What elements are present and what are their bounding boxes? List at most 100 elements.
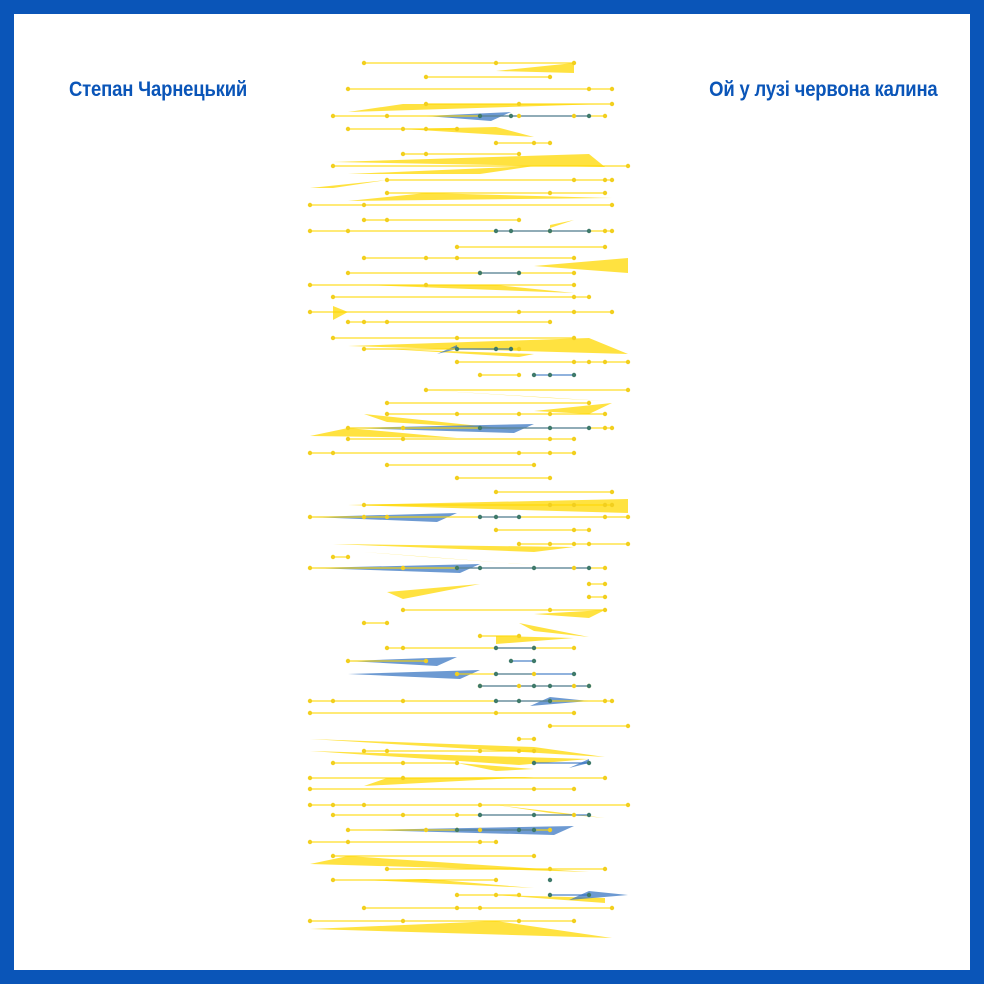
note-node (571, 294, 577, 300)
note-node (454, 892, 460, 898)
note-node (384, 620, 390, 626)
note-node (547, 372, 553, 378)
note-node (531, 565, 537, 571)
note-node (423, 74, 429, 80)
note-node (361, 60, 367, 66)
note-node (586, 581, 592, 587)
note-node (547, 190, 553, 196)
note-node (586, 228, 592, 234)
note-node (547, 698, 553, 704)
note-node (609, 309, 615, 315)
note-node (330, 113, 336, 119)
note-node (423, 151, 429, 157)
note-node (307, 514, 313, 520)
note-node (361, 514, 367, 520)
note-triangle (310, 921, 612, 938)
note-node (384, 866, 390, 872)
note-node (423, 658, 429, 664)
note-node (547, 683, 553, 689)
note-node (609, 905, 615, 911)
note-node (493, 514, 499, 520)
note-triangle (519, 623, 589, 637)
note-node (571, 450, 577, 456)
note-node (571, 565, 577, 571)
note-node (571, 645, 577, 651)
note-node (345, 126, 351, 132)
note-node (602, 425, 608, 431)
note-node (516, 346, 522, 352)
note-triangle (569, 891, 628, 900)
note-triangle (534, 258, 628, 273)
note-node (493, 710, 499, 716)
note-node (361, 255, 367, 261)
note-node (361, 905, 367, 911)
note-node (330, 812, 336, 818)
note-node (516, 918, 522, 924)
note-node (531, 853, 537, 859)
note-triangle (348, 166, 534, 174)
note-node (602, 565, 608, 571)
note-node (547, 541, 553, 547)
note-node (477, 270, 483, 276)
note-node (625, 802, 631, 808)
note-node (345, 436, 351, 442)
note-node (586, 527, 592, 533)
note-node (609, 177, 615, 183)
note-node (547, 319, 553, 325)
author-name: Степан Чарнецький (69, 78, 248, 101)
node-layer (307, 60, 631, 924)
note-triangle (496, 63, 574, 73)
note-node (625, 541, 631, 547)
note-node (345, 839, 351, 845)
note-node (477, 802, 483, 808)
note-node (602, 594, 608, 600)
note-node (454, 905, 460, 911)
note-node (345, 319, 351, 325)
note-triangle (348, 670, 480, 679)
note-node (547, 892, 553, 898)
note-node (400, 126, 406, 132)
note-node (477, 839, 483, 845)
note-node (508, 228, 514, 234)
note-node (586, 892, 592, 898)
note-triangle (550, 220, 574, 228)
note-triangle (496, 636, 574, 644)
note-node (602, 177, 608, 183)
note-node (571, 436, 577, 442)
edge-layer (310, 62, 628, 922)
note-node (547, 411, 553, 417)
note-node (454, 475, 460, 481)
note-node (330, 163, 336, 169)
note-node (330, 760, 336, 766)
note-node (516, 309, 522, 315)
note-node (384, 217, 390, 223)
artwork-frame: Степан Чарнецький Ой у лузі червона кали… (14, 14, 970, 970)
note-triangle (457, 763, 534, 771)
note-node (508, 113, 514, 119)
note-node (477, 812, 483, 818)
note-node (361, 346, 367, 352)
note-node (602, 502, 608, 508)
note-node (586, 294, 592, 300)
note-node (345, 658, 351, 664)
note-node (531, 671, 537, 677)
note-node (609, 698, 615, 704)
note-node (516, 892, 522, 898)
note-node (547, 723, 553, 729)
note-node (602, 866, 608, 872)
note-node (571, 541, 577, 547)
note-node (477, 425, 483, 431)
note-node (454, 760, 460, 766)
note-node (423, 387, 429, 393)
note-node (477, 683, 483, 689)
note-node (330, 877, 336, 883)
note-node (454, 359, 460, 365)
note-node (508, 346, 514, 352)
note-node (531, 736, 537, 742)
note-node (345, 86, 351, 92)
note-node (330, 698, 336, 704)
note-node (330, 554, 336, 560)
note-node (547, 425, 553, 431)
note-node (477, 514, 483, 520)
note-node (609, 101, 615, 107)
